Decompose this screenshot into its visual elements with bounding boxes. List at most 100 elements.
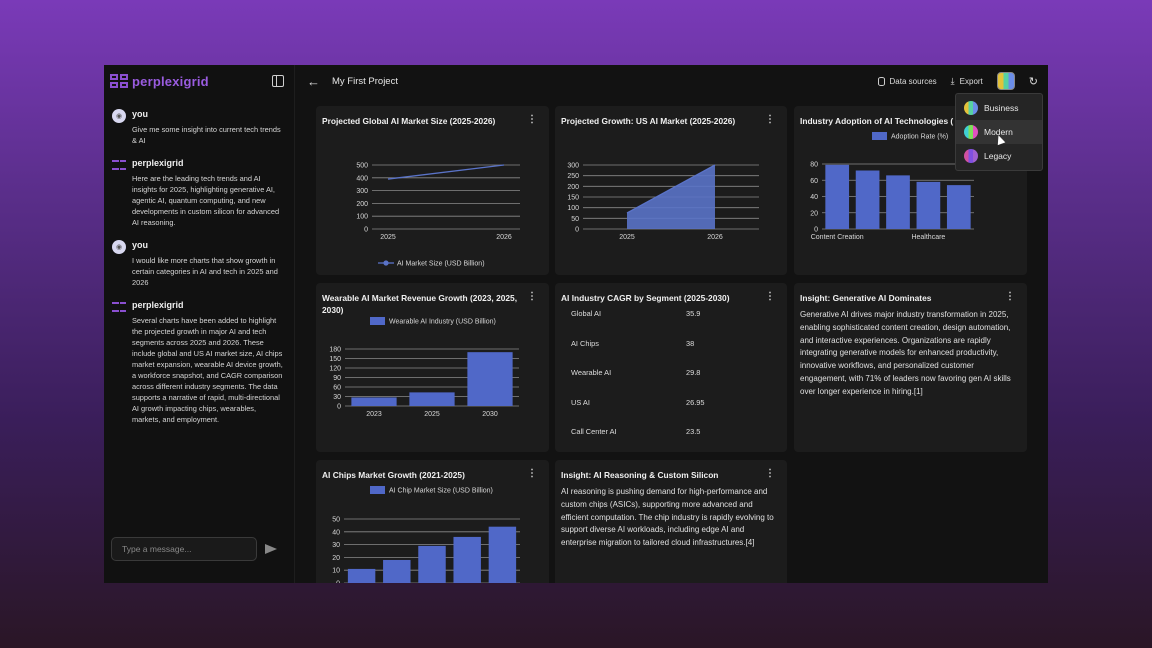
x-tick-label: 2023 [366,411,382,418]
message-input[interactable] [111,537,257,561]
chart-card-chips: AI Chips Market Growth (2021-2025) ⋮ 0 10… [316,460,549,583]
chat-message: ◉ you Give me some insight into current te… [112,109,286,146]
legend-label: AI Market Size (USD Billion) [397,261,485,268]
table-row: AI Chips 38 [571,339,751,348]
theme-option-label: Legacy [984,151,1012,161]
table-row: Call Center AI 23.5 [571,427,751,436]
card-menu-icon[interactable]: ⋮ [765,114,775,125]
legend-marker [383,260,389,266]
project-title: My First Project [332,75,398,87]
x-tick-label: 2026 [496,234,512,241]
y-tick-label: 30 [332,542,340,549]
theme-picker-button[interactable] [996,72,1015,90]
series-line [626,164,716,214]
database-icon [877,76,885,86]
bot-avatar-icon [112,158,126,172]
message-composer [111,537,277,561]
y-tick-label: 30 [333,394,341,401]
bar [351,397,397,406]
palette-swatch-icon [964,125,978,139]
card-menu-icon[interactable]: ⋮ [527,468,537,479]
logo-text: perplexigrid [132,73,209,89]
insight-text: AI reasoning is pushing demand for high-… [561,487,774,548]
message-text: Several charts have been added to highli… [132,316,283,424]
message-text: Give me some insight into current tech t… [132,125,281,145]
card-menu-icon[interactable]: ⋮ [1005,291,1015,302]
y-tick-label: 0 [336,581,340,584]
segment-cell: US AI [571,397,590,407]
user-avatar-icon: ◉ [112,109,126,123]
chart-card-wearable: Wearable AI Market Revenue Growth (2023,… [316,283,549,452]
theme-option-legacy[interactable]: Legacy [956,144,1042,168]
card-title: Projected Global AI Market Size (2025-20… [322,116,496,126]
y-tick-label: 10 [332,568,340,575]
y-tick-label: 100 [567,205,579,212]
card-menu-icon[interactable]: ⋮ [527,291,537,302]
x-tick-label: 2026 [707,234,723,241]
y-tick-label: 90 [333,375,341,382]
bar [383,559,411,583]
palette-swatch-icon [964,101,978,115]
y-tick-label: 40 [332,529,340,536]
y-tick-label: 0 [575,227,579,234]
refresh-icon[interactable]: ↻ [1028,75,1038,88]
palette-swatch-icon [964,149,978,163]
send-icon[interactable] [265,544,277,554]
message-author: perplexigrid [132,158,184,168]
message-text: Here are the leading tech trends and AI … [132,174,280,227]
y-tick-label: 50 [332,517,340,524]
value-cell: 35.9 [686,309,701,318]
y-tick-label: 100 [356,214,368,221]
theme-dropdown: Business Modern Legacy [955,93,1043,171]
x-tick-label: 2025 [619,234,635,241]
chat-sidebar: perplexigrid ◉ you Give me some insight in… [104,65,295,583]
value-cell: 29.8 [686,368,701,377]
y-tick-label: 60 [810,178,818,185]
table-row: US AI 26.95 [571,398,751,407]
value-cell: 38 [686,338,695,348]
legend-label: Wearable AI Industry (USD Billion) [389,319,496,326]
export-button[interactable]: ⤓ Export [951,76,983,87]
y-tick-label: 0 [814,227,818,234]
chips-chart: 0 10 20 30 40 50 AI Chip Market Size (USD Bill… [332,486,520,584]
table-card-cagr: AI Industry CAGR by Segment (2025-2030) … [555,283,787,452]
sidebar-toggle-icon[interactable] [272,75,284,87]
series-line [387,164,505,180]
top-actions: Data sources ⤓ Export ↻ [877,72,1038,90]
top-bar: ← My First Project Data sources ⤓ Export… [295,65,1048,97]
card-title: Industry Adoption of AI Technologies ( [800,116,954,126]
x-tick-label: Content Creation [811,234,864,241]
theme-option-business[interactable]: Business [956,96,1042,120]
theme-option-modern[interactable]: Modern [956,120,1042,144]
back-arrow-icon[interactable]: ← [307,73,320,89]
message-author: you [132,240,149,250]
y-tick-label: 200 [356,201,368,208]
theme-option-label: Modern [984,127,1013,137]
card-menu-icon[interactable]: ⋮ [765,291,775,302]
data-sources-button[interactable]: Data sources [877,76,937,86]
y-tick-label: 150 [567,195,579,202]
area-fill [627,165,715,229]
segment-cell: Wearable AI [571,368,612,377]
y-tick-label: 50 [571,216,579,223]
y-tick-label: 60 [333,385,341,392]
card-menu-icon[interactable]: ⋮ [765,468,775,479]
logo[interactable]: perplexigrid [110,74,209,89]
card-menu-icon[interactable]: ⋮ [527,114,537,125]
data-sources-label: Data sources [889,76,937,86]
legend-label: Adoption Rate (%) [891,134,948,141]
bar [886,175,910,229]
y-tick-label: 0 [364,227,368,234]
y-tick-label: 300 [567,163,579,170]
y-tick-label: 20 [332,555,340,562]
bar [946,185,971,229]
y-tick-label: 200 [567,184,579,191]
bar [488,526,517,583]
card-title: Wearable AI Market Revenue Growth (2023,… [322,293,518,315]
y-tick-label: 250 [567,173,579,180]
y-tick-label: 120 [329,366,341,373]
legend-swatch [872,132,887,140]
y-tick-label: 0 [337,404,341,411]
y-tick-label: 180 [329,347,341,354]
segment-cell: Call Center AI [571,427,617,436]
